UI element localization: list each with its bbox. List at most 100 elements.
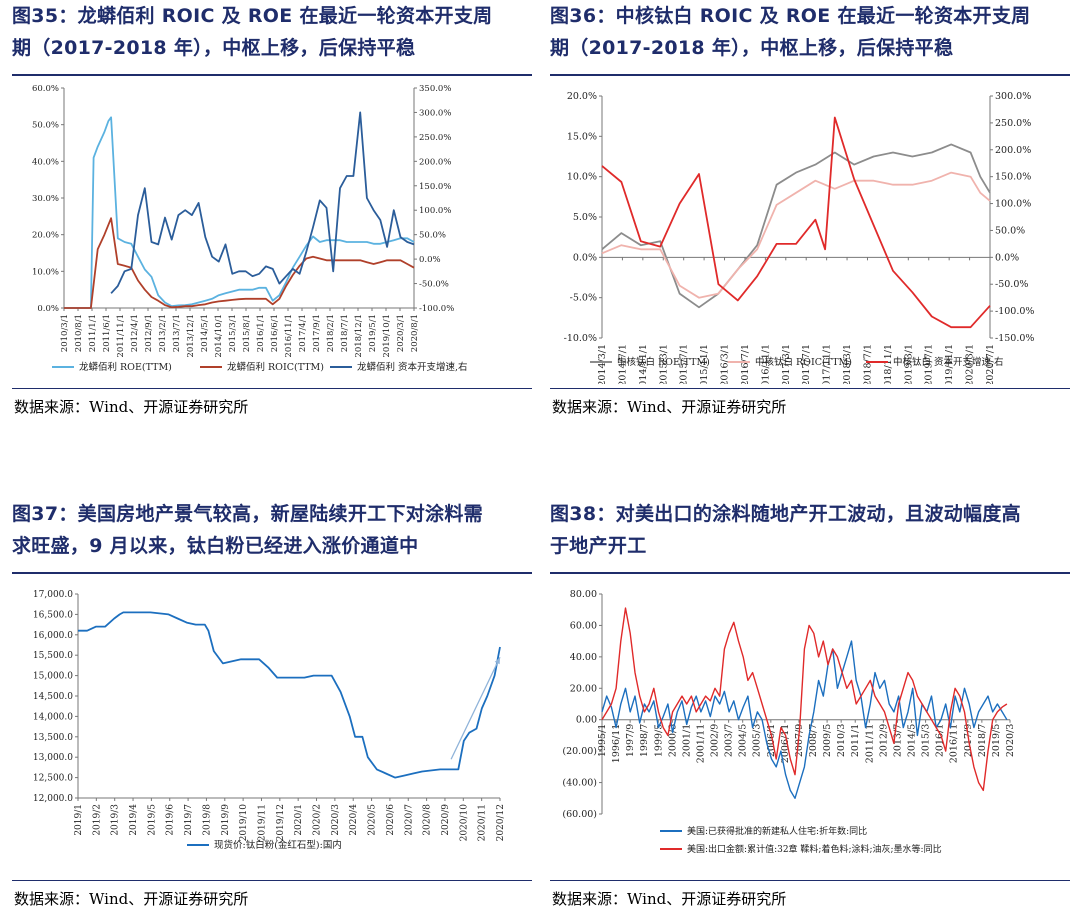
x-tick-label: 2010/3/1	[60, 314, 70, 352]
source-rule	[12, 880, 532, 881]
x-tick-label: 2019/7/1	[924, 344, 935, 384]
x-tick-label: 2011/6/1	[102, 314, 112, 352]
series-line-2	[601, 607, 1008, 792]
x-tick-label: 2020/6	[386, 804, 396, 836]
title-rule	[12, 74, 532, 76]
source-note: 数据来源：Wind、开源证券研究所	[14, 890, 249, 908]
series-line-1	[78, 611, 501, 779]
x-tick-label: 2017/7/1	[801, 344, 812, 384]
x-tick-label: 2017/11/1	[822, 344, 833, 384]
x-tick-label: 2020/12	[496, 804, 506, 841]
legend-label: 龙蟒佰利 ROE(TTM)	[79, 361, 172, 373]
chart-37: 12,000.0 12,500.0 13,000.0 13,500.0 14,000.0…	[33, 590, 506, 851]
y2-tick-label: 350.0%	[419, 84, 451, 94]
title-rule	[550, 74, 1070, 76]
chart-35: 0.0% 10.0% 20.0% 30.0% 40.0% 50.0% 60.0% -100.0…	[32, 84, 468, 373]
y-tick-label: 12,000.0	[33, 794, 73, 804]
y-tick-label: -5.0%	[570, 293, 597, 304]
legend-label: 中核钛白 资本开支增速,右	[893, 356, 1004, 368]
x-tick-label: 1996/11	[611, 724, 622, 763]
x-tick-label: 2019/12	[276, 804, 286, 841]
x-tick-label: 2019/11	[257, 804, 267, 841]
source-note: 数据来源：Wind、开源证券研究所	[552, 890, 787, 908]
x-tick-label: 2004/5	[738, 724, 749, 757]
x-tick-label: 2014/10/1	[214, 314, 224, 358]
series-line-2	[64, 217, 415, 309]
figure-title-line1: 图35：龙蟒佰利 ROIC 及 ROE 在最近一轮资本开支周	[12, 5, 493, 27]
y-tick-label: 60.0%	[32, 84, 59, 94]
trend-arrow-line	[450, 656, 501, 760]
y2-tick-label: -100.0%	[419, 304, 454, 314]
x-tick-label: 2013/7/1	[172, 314, 182, 352]
x-tick-label: 2000/3	[667, 724, 678, 757]
legend-label: 现货价:钛白粉(金红石型):国内	[214, 839, 342, 851]
x-tick-label: 2014/11/1	[638, 344, 649, 384]
x-tick-label: 2014/7/1	[617, 344, 628, 384]
x-tick-label: 2005/3	[752, 724, 763, 757]
y-tick-label: 10.0%	[567, 172, 597, 183]
x-tick-label: 2019/8	[202, 804, 212, 836]
y2-tick-label: 150.0%	[995, 172, 1031, 183]
series-line-1	[601, 143, 991, 309]
figure-title-line2: 求旺盛，9 月以来，钛白粉已经进入涨价通道中	[12, 535, 419, 557]
y2-tick-label: 300.0%	[419, 108, 451, 118]
x-tick-label: 2019/4	[129, 804, 139, 836]
y-tick-label: (20.00)	[562, 746, 597, 757]
figure-title-line2: 于地产开工	[550, 535, 647, 557]
x-tick-label: 2015/11/1	[699, 344, 710, 384]
x-tick-label: 2014/3/1	[597, 344, 608, 384]
y2-tick-label: 250.0%	[419, 133, 451, 143]
x-tick-label: 2012/4/1	[130, 314, 140, 352]
x-tick-label: 2018/2/1	[326, 314, 336, 352]
y2-tick-label: 50.0%	[419, 231, 446, 241]
y2-tick-label: 300.0%	[995, 91, 1031, 102]
y2-tick-label: -50.0%	[995, 279, 1028, 290]
x-tick-label: 2020/2	[313, 804, 323, 836]
y-tick-label: 0.0%	[573, 252, 597, 263]
x-tick-label: 2016/1/1	[256, 314, 266, 352]
x-tick-label: 2019/7	[184, 804, 194, 836]
x-tick-label: 1995/1	[597, 724, 608, 757]
x-tick-label: 2019/9	[221, 804, 231, 836]
x-tick-label: 1998/7	[639, 724, 650, 757]
x-tick-label: 2014/5/1	[200, 314, 210, 352]
x-tick-label: 2018/12/1	[354, 314, 364, 358]
x-tick-label: 2020/11	[478, 804, 488, 841]
x-tick-label: 2019/2	[92, 804, 102, 836]
y-tick-label: 12,500.0	[33, 774, 73, 784]
legend-label: 中核钛白 ROIC(TTM)	[755, 356, 852, 368]
x-tick-label: 2019/3	[111, 804, 121, 836]
x-tick-label: 2016/11	[949, 724, 960, 763]
y-tick-label: 20.00	[570, 683, 597, 694]
x-tick-label: 2020/8	[423, 804, 433, 836]
y-tick-label: 15,000.0	[33, 672, 73, 682]
y2-tick-label: 250.0%	[995, 118, 1031, 129]
legend-label: 中核钛白 ROE(TTM)	[617, 356, 710, 368]
source-note: 数据来源：Wind、开源证券研究所	[552, 398, 787, 416]
y-tick-label: 5.0%	[573, 212, 597, 223]
y-tick-label: 40.0%	[32, 157, 59, 167]
x-tick-label: 2016/3/1	[720, 344, 731, 384]
y-tick-label: (40.00)	[562, 778, 597, 789]
y-tick-label: 0.0%	[37, 304, 59, 314]
x-tick-label: 2020/4	[349, 804, 359, 836]
x-tick-label: 2013/2/1	[158, 314, 168, 352]
y-tick-label: 14,500.0	[33, 692, 73, 702]
source-note: 数据来源：Wind、开源证券研究所	[14, 398, 249, 416]
series-line-2	[601, 171, 991, 299]
x-tick-label: 2017/3/1	[781, 344, 792, 384]
series-line-1	[64, 116, 415, 309]
figure-title-line1: 图38：对美出口的涂料随地产开工波动，且波动幅度高	[550, 503, 1021, 525]
legend-label: 美国:已获得批准的新建私人住宅:折年数:同比	[687, 825, 867, 837]
x-tick-label: 2019/3/1	[903, 344, 914, 384]
x-tick-label: 2018/3/1	[842, 344, 853, 384]
y2-tick-label: 200.0%	[419, 157, 451, 167]
y-tick-label: 13,000.0	[33, 753, 73, 763]
x-tick-label: 2015/3/1	[228, 314, 238, 352]
x-tick-label: 2020/7/1	[985, 344, 996, 384]
x-tick-label: 2015/8/1	[242, 314, 252, 352]
x-tick-label: 2019/5/1	[368, 314, 378, 352]
x-tick-label: 2009/5	[822, 724, 833, 757]
x-tick-label: 2006/1	[766, 724, 777, 757]
x-tick-label: 2019/11/1	[944, 344, 955, 384]
